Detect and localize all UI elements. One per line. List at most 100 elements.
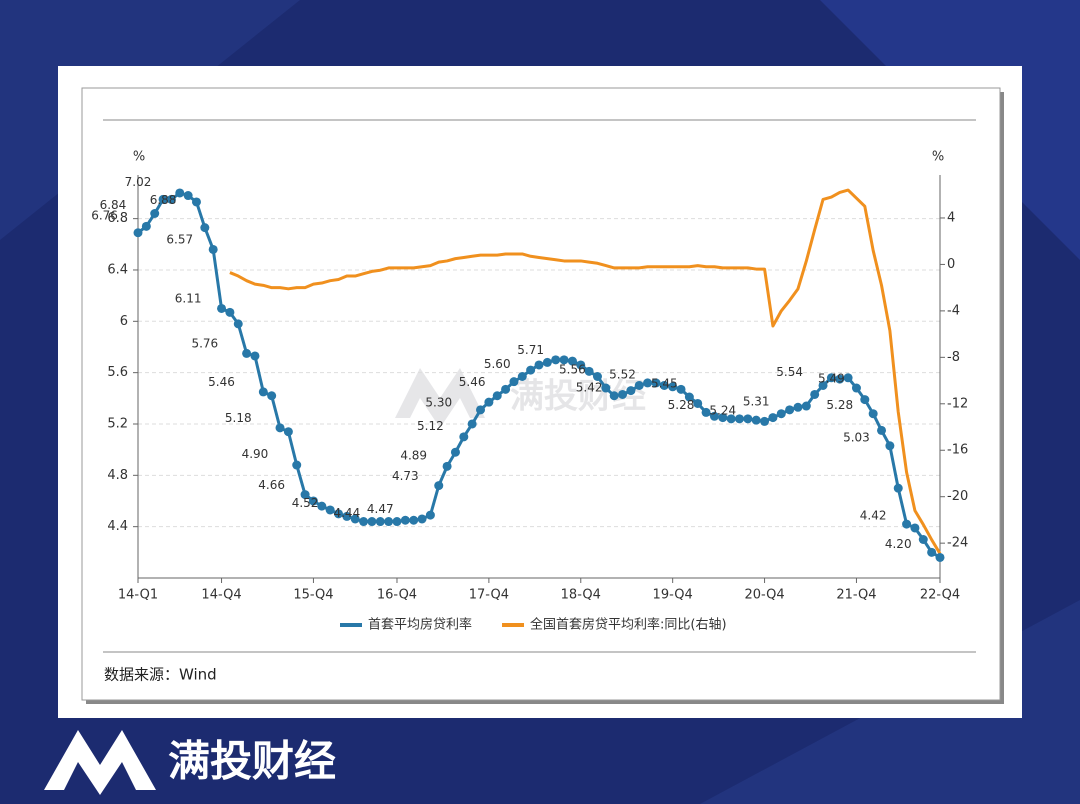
point [810,389,820,399]
data-label: 5.24 [709,403,736,417]
data-label: 5.18 [225,411,252,425]
data-label: 5.46 [208,375,235,389]
data-label: 5.03 [843,430,870,444]
point [843,373,853,383]
point [484,397,494,407]
data-label: 4.52 [292,496,319,510]
brand-logo [44,730,156,795]
x-tick-label: 18-Q4 [561,588,601,603]
x-tick-label: 15-Q4 [293,588,333,603]
data-label: 5.49 [818,371,845,385]
point [626,386,636,396]
point [308,496,318,506]
point [918,534,928,544]
point [517,372,527,381]
x-tick-label: 20-Q4 [744,588,784,603]
point [534,360,544,370]
point [567,356,577,366]
point [392,517,402,527]
data-label: 5.76 [191,337,218,351]
point [768,413,778,423]
point [851,383,861,393]
point [501,384,511,394]
point [334,509,343,519]
point [618,389,628,399]
point [476,405,486,415]
point [317,501,327,511]
point [668,382,678,392]
data-label: 4.47 [367,502,394,516]
point [693,398,703,408]
data-label: 5.71 [517,343,544,357]
x-tick-label: 16-Q4 [377,588,417,603]
data-label: 4.66 [258,478,285,492]
x-tick-label: 19-Q4 [653,588,693,603]
data-label: 4.44 [333,506,360,520]
point [417,514,427,524]
point [785,405,795,415]
watermark-logo [395,368,485,428]
y-tick-label: 6 [120,314,128,329]
point [902,519,912,529]
point [275,423,285,433]
data-label: 6.57 [166,233,193,247]
point [367,517,377,527]
y-tick-label: 6.4 [107,262,128,277]
y2-tick-label: 0 [947,257,955,272]
y-tick-label: 6.8 [107,211,128,226]
data-label: 5.28 [668,398,695,412]
point [166,194,176,204]
data-label: 4.42 [860,509,887,523]
point [676,384,686,394]
point [726,414,736,424]
data-label: 5.28 [826,398,853,412]
point [425,510,435,520]
point [191,197,201,207]
x-tick-label: 22-Q4 [920,588,960,603]
point [258,387,268,397]
data-label: 5.30 [425,396,452,410]
point [283,427,293,437]
y2-tick-label: -8 [947,350,960,365]
point [150,209,160,219]
point [133,228,143,238]
legend-label: 首套平均房贷利率 [368,617,472,633]
point [217,303,227,313]
series-line [229,188,942,555]
point [826,373,836,383]
data-label: 6.11 [175,292,202,306]
data-label: 6.88 [150,193,177,207]
y-tick-label: 4.4 [107,519,128,534]
point [643,378,653,388]
data-label: 5.42 [576,380,603,394]
point [242,348,252,358]
point [400,515,410,525]
point [760,416,770,426]
point [743,414,753,424]
point [718,413,728,423]
point [409,515,419,525]
data-label: 6.76 [91,208,118,222]
point [893,483,903,493]
point [450,447,460,457]
data-label: 5.56 [559,362,586,376]
point [927,547,937,557]
x-tick-label: 21-Q4 [836,588,876,603]
data-label: 5.46 [459,375,486,389]
data-label: 4.73 [392,469,419,483]
y-unit: % [133,150,145,165]
point [835,374,845,384]
point [359,517,369,527]
y2-unit: % [932,150,944,165]
point [877,425,887,435]
point [885,441,895,451]
point [609,391,619,401]
data-label: 4.20 [885,537,912,551]
point [442,461,452,471]
y2-tick-label: 4 [947,210,955,225]
point [551,355,561,365]
data-label: 4.89 [400,448,427,462]
point [601,383,611,393]
